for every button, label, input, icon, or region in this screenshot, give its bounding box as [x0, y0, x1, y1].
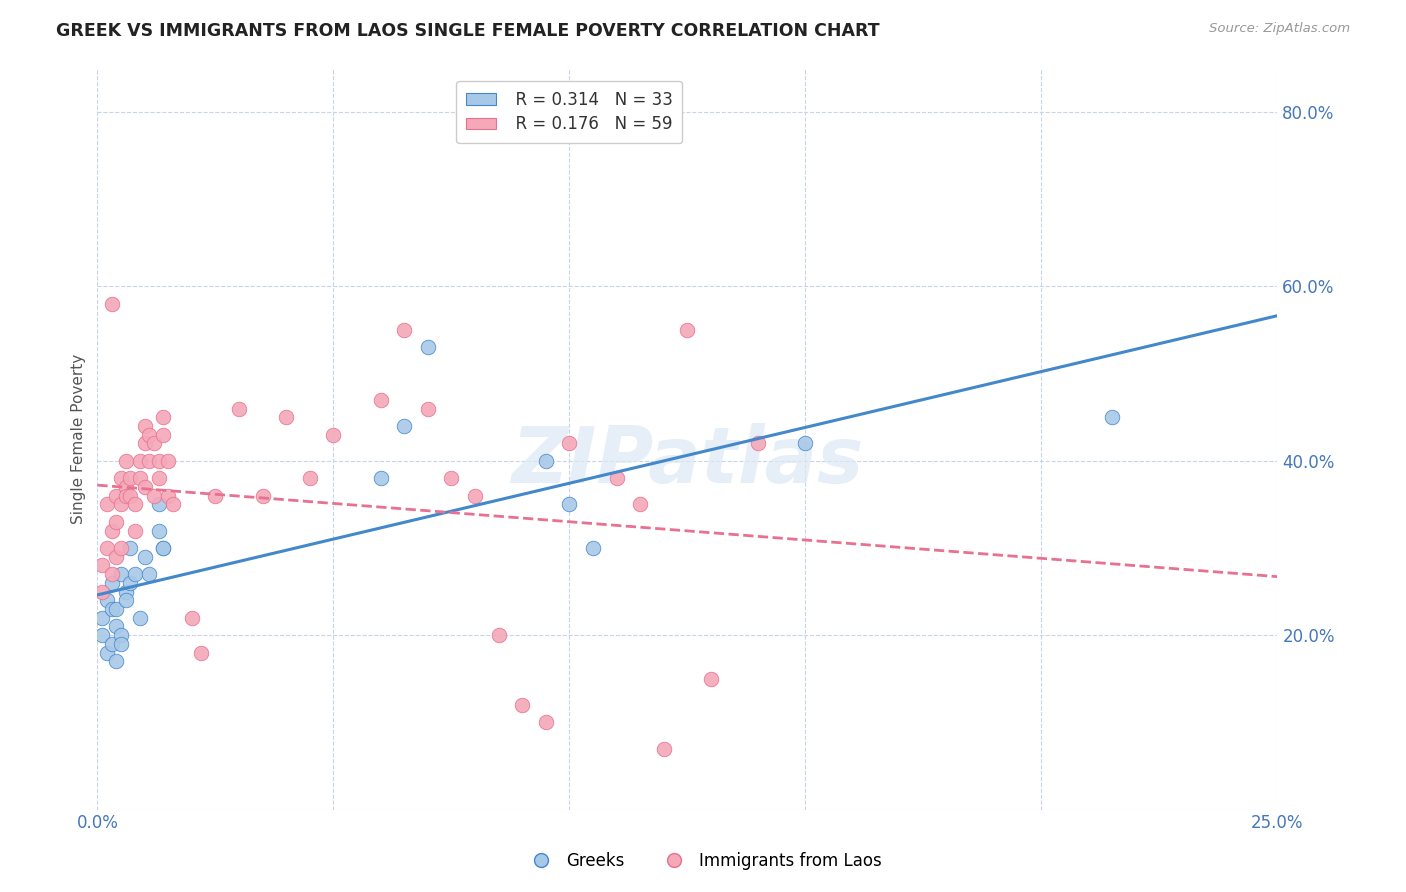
Point — [700, 672, 723, 686]
Point — [124, 567, 146, 582]
Point — [204, 489, 226, 503]
Point — [120, 471, 142, 485]
Point — [392, 419, 415, 434]
Point — [228, 401, 250, 416]
Point — [440, 471, 463, 485]
Point — [100, 567, 122, 582]
Point — [105, 515, 128, 529]
Point — [148, 471, 170, 485]
Point — [114, 593, 136, 607]
Point — [110, 497, 132, 511]
Point — [558, 497, 581, 511]
Point — [114, 480, 136, 494]
Point — [110, 637, 132, 651]
Point — [100, 524, 122, 538]
Point — [370, 471, 392, 485]
Text: ZIPatlas: ZIPatlas — [512, 424, 863, 500]
Point — [138, 454, 160, 468]
Point — [91, 558, 114, 573]
Point — [100, 297, 122, 311]
Point — [134, 419, 156, 434]
Point — [298, 471, 321, 485]
Point — [488, 628, 510, 642]
Point — [157, 454, 180, 468]
Point — [157, 489, 180, 503]
Point — [416, 341, 439, 355]
Point — [138, 427, 160, 442]
Point — [534, 454, 557, 468]
Point — [128, 611, 150, 625]
Point — [143, 489, 166, 503]
Point — [96, 646, 118, 660]
Point — [1101, 410, 1123, 425]
Point — [148, 454, 170, 468]
Point — [105, 549, 128, 564]
Point — [105, 654, 128, 668]
Point — [120, 541, 142, 555]
Point — [652, 741, 675, 756]
Point — [148, 524, 170, 538]
Point — [96, 497, 118, 511]
Point — [510, 698, 533, 712]
Point — [138, 567, 160, 582]
Point — [628, 497, 651, 511]
Point — [252, 489, 274, 503]
Point — [606, 471, 628, 485]
Point — [91, 611, 114, 625]
Point — [180, 611, 202, 625]
Point — [162, 497, 184, 511]
Point — [152, 410, 174, 425]
Point — [100, 637, 122, 651]
Point — [134, 436, 156, 450]
Point — [370, 392, 392, 407]
Point — [134, 480, 156, 494]
Point — [120, 575, 142, 590]
Point — [91, 628, 114, 642]
Point — [91, 584, 114, 599]
Point — [110, 541, 132, 555]
Legend: Greeks, Immigrants from Laos: Greeks, Immigrants from Laos — [517, 846, 889, 877]
Point — [152, 541, 174, 555]
Point — [96, 541, 118, 555]
Point — [128, 471, 150, 485]
Point — [322, 427, 344, 442]
Point — [534, 715, 557, 730]
Point — [114, 584, 136, 599]
Point — [120, 489, 142, 503]
Point — [416, 401, 439, 416]
Point — [143, 436, 166, 450]
Point — [392, 323, 415, 337]
Point — [747, 436, 769, 450]
Point — [558, 436, 581, 450]
Point — [124, 524, 146, 538]
Text: Source: ZipAtlas.com: Source: ZipAtlas.com — [1209, 22, 1350, 36]
Point — [110, 628, 132, 642]
Point — [276, 410, 298, 425]
Point — [114, 454, 136, 468]
Point — [128, 454, 150, 468]
Point — [96, 593, 118, 607]
Point — [110, 567, 132, 582]
Point — [105, 489, 128, 503]
Point — [152, 541, 174, 555]
Point — [794, 436, 817, 450]
Point — [190, 646, 212, 660]
Point — [100, 575, 122, 590]
Y-axis label: Single Female Poverty: Single Female Poverty — [72, 354, 86, 524]
Point — [124, 497, 146, 511]
Point — [676, 323, 699, 337]
Text: GREEK VS IMMIGRANTS FROM LAOS SINGLE FEMALE POVERTY CORRELATION CHART: GREEK VS IMMIGRANTS FROM LAOS SINGLE FEM… — [56, 22, 880, 40]
Point — [110, 471, 132, 485]
Point — [100, 602, 122, 616]
Point — [134, 549, 156, 564]
Point — [148, 497, 170, 511]
Point — [105, 619, 128, 633]
Legend:   R = 0.314   N = 33,   R = 0.176   N = 59: R = 0.314 N = 33, R = 0.176 N = 59 — [457, 80, 682, 144]
Point — [152, 427, 174, 442]
Point — [582, 541, 605, 555]
Point — [464, 489, 486, 503]
Point — [105, 602, 128, 616]
Point — [114, 489, 136, 503]
